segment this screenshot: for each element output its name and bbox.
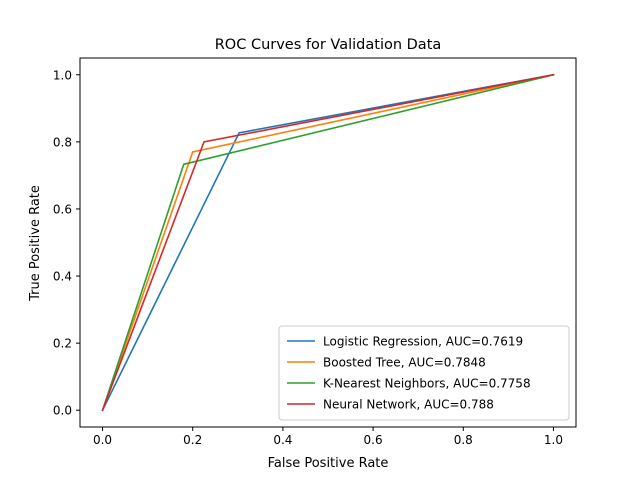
chart-title: ROC Curves for Validation Data	[215, 37, 442, 53]
legend-label-1: Logistic Regression, AUC=0.7619	[323, 335, 523, 349]
x-tick-label: 0.4	[273, 433, 292, 447]
legend-label-3: K-Nearest Neighbors, AUC=0.7758	[323, 377, 531, 391]
y-tick-label: 0.6	[53, 202, 72, 216]
x-tick-label: 0.8	[454, 433, 473, 447]
series-line-2	[101, 73, 555, 412]
x-tick-label: 0.2	[183, 433, 202, 447]
legend-label-2: Boosted Tree, AUC=0.7848	[323, 356, 486, 370]
series-line-4	[101, 73, 555, 412]
y-axis: 0.0 0.2 0.4 0.6 0.8 1.0	[53, 68, 80, 418]
legend: Logistic Regression, AUC=0.7619 Boosted T…	[278, 325, 570, 421]
x-axis-label: False Positive Rate	[268, 456, 389, 471]
y-tick-label: 1.0	[53, 68, 72, 82]
plot-area	[79, 57, 577, 428]
x-tick-label: 0.0	[93, 433, 112, 447]
legend-box	[278, 325, 570, 421]
plot-frame	[79, 57, 577, 428]
y-axis-label: True Positive Rate	[28, 185, 43, 302]
y-tick-label: 0.2	[53, 337, 72, 351]
x-tick-label: 1.0	[544, 433, 563, 447]
legend-label-4: Neural Network, AUC=0.788	[323, 398, 494, 412]
y-tick-label: 0.4	[53, 270, 72, 284]
x-tick-label: 0.6	[364, 433, 383, 447]
x-axis: 0.0 0.2 0.4 0.6 0.8 1.0	[93, 427, 563, 447]
y-tick-label: 0.8	[53, 135, 72, 149]
y-tick-label: 0.0	[53, 404, 72, 418]
series-line-3	[101, 73, 555, 412]
